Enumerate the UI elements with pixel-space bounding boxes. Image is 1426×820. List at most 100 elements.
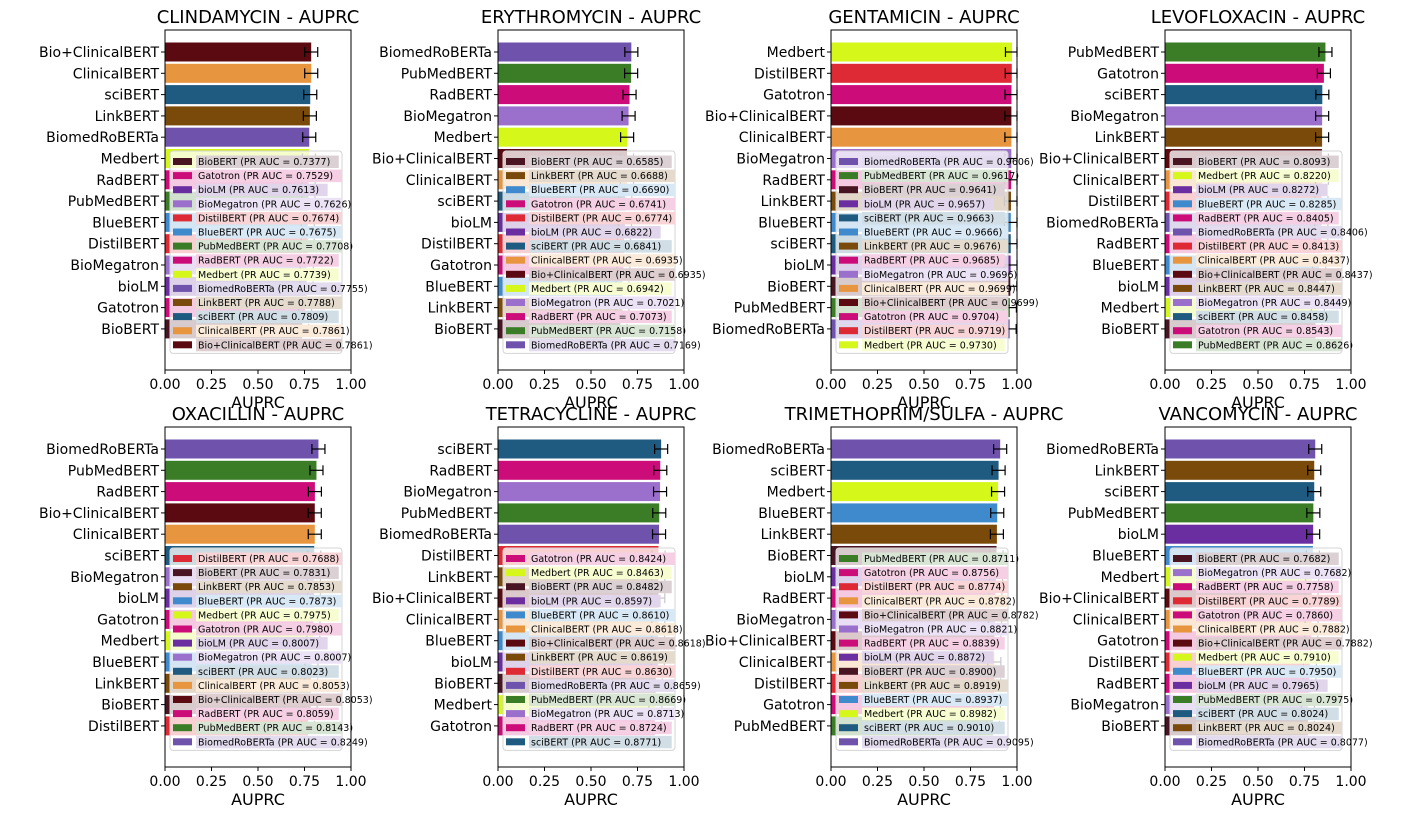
- legend-label-bg: [196, 735, 342, 749]
- legend-label-bg: [529, 197, 675, 211]
- legend-label: ClinicalBERT (PR AUC = 0.8437): [1198, 256, 1350, 267]
- legend-label: bioLM (PR AUC = 0.7613): [198, 185, 319, 196]
- bar-gatotron: [831, 85, 1012, 105]
- legend-swatch-biomegatron: [1173, 569, 1192, 577]
- y-tick-label: DistilBERT: [754, 676, 825, 692]
- legend-label: RadBERT (PR AUC = 0.7722): [198, 256, 334, 267]
- chart-panel-trimethoprim-sulfa: BiomedRoBERTa sciBERT Medbert BlueBERT LinkB…: [705, 404, 1063, 809]
- x-tick-label: 1.00: [1335, 377, 1366, 393]
- y-tick-label: BiomedRoBERTa: [1046, 442, 1159, 458]
- legend-label-bg: [862, 211, 1005, 225]
- y-tick-label: bioLM: [1118, 527, 1159, 543]
- legend-label: BiomedRoBERTa (PR AUC = 0.8249): [198, 737, 368, 748]
- legend-label: DistilBERT (PR AUC = 0.6774): [531, 213, 672, 224]
- x-tick-label: 0.00: [815, 377, 846, 393]
- legend-label-bg: [1196, 608, 1342, 622]
- y-tick-label: BlueBERT: [92, 655, 159, 671]
- legend-label-bg: [862, 623, 1008, 636]
- y-tick-label: DistilBERT: [421, 549, 492, 565]
- legend-label-bg: [196, 637, 328, 650]
- y-tick-label: ClinicalBERT: [1073, 612, 1160, 628]
- bar-biomedroberta: [831, 439, 1001, 459]
- legend-swatch-radbert: [506, 313, 525, 321]
- legend-swatch-clinicalbert: [506, 256, 525, 264]
- legend-label-bg: [196, 169, 342, 183]
- legend-label-bg: [862, 693, 1008, 706]
- legend-label-bg: [529, 721, 672, 735]
- y-tick-label: BioBERT: [101, 322, 159, 338]
- legend-swatch-pubmedbert: [173, 724, 192, 732]
- legend-swatch-gatotron: [506, 555, 525, 562]
- y-tick-label: BlueBERT: [758, 506, 825, 522]
- y-tick-label: PubMedBERT: [1068, 506, 1160, 522]
- legend-swatch-linkbert: [839, 681, 858, 689]
- bar-scibert: [498, 439, 662, 459]
- legend-label-bg: [1196, 211, 1339, 225]
- x-tick-label: 0.25: [1196, 377, 1227, 393]
- legend-label: Medbert (PR AUC = 0.7975): [198, 610, 331, 621]
- bar-linkbert: [831, 524, 997, 544]
- legend-label: RadBERT (PR AUC = 0.8059): [198, 709, 334, 720]
- chart-title: LEVOFLOXACIN - AUPRC: [1151, 7, 1365, 28]
- x-tick-label: 0.75: [955, 774, 986, 790]
- legend-label: ClinicalBERT (PR AUC = 0.7882): [1198, 625, 1350, 636]
- legend: BioBERT (PR AUC = 0.6585) LinkBERT (PR AU…: [502, 150, 706, 354]
- legend-label: Medbert (PR AUC = 0.9730): [864, 340, 997, 351]
- chart-panel-levofloxacin: PubMedBERT Gatotron sciBERT BioMegatron Link…: [1039, 7, 1373, 412]
- y-tick-label: BiomedRoBERTa: [712, 442, 825, 458]
- legend-label-bg: [529, 211, 675, 225]
- legend-label: BlueBERT (PR AUC = 0.7873): [198, 596, 336, 607]
- legend-label: Medbert (PR AUC = 0.6942): [531, 284, 664, 295]
- legend-swatch-bluebert: [1173, 200, 1192, 208]
- legend-label: LinkBERT (PR AUC = 0.8024): [1198, 723, 1335, 734]
- bar-pubmedbert: [1165, 42, 1326, 62]
- y-tick-label: BlueBERT: [758, 215, 825, 231]
- y-tick-label: BioMegatron: [736, 152, 825, 168]
- y-tick-label: PubMedBERT: [401, 66, 493, 82]
- y-tick-label: DistilBERT: [88, 719, 159, 735]
- x-tick-label: 0.50: [1242, 377, 1273, 393]
- y-tick-label: LinkBERT: [761, 194, 826, 210]
- legend-label-bg: [862, 552, 1008, 565]
- legend-swatch-radbert: [1173, 214, 1192, 222]
- legend-swatch-clinicalbert: [1173, 256, 1192, 264]
- bar-radbert: [498, 85, 630, 105]
- y-tick-label: Bio+ClinicalBERT: [39, 506, 159, 522]
- legend-label: Bio+ClinicalBERT (PR AUC = 0.8782): [864, 610, 1039, 621]
- legend-swatch-pubmedbert: [173, 242, 192, 250]
- legend-swatch-radbert: [839, 639, 858, 647]
- bar-pubmedbert: [165, 460, 317, 480]
- x-tick-label: 1.00: [668, 774, 699, 790]
- legend-swatch-linkbert: [506, 653, 525, 661]
- legend-label: sciBERT (PR AUC = 0.8458): [1198, 312, 1328, 323]
- legend-label: PubMedBERT (PR AUC = 0.7708): [198, 242, 353, 253]
- legend-label: BioMegatron (PR AUC = 0.7626): [198, 199, 351, 210]
- legend-label-bg: [862, 155, 1008, 168]
- y-tick-label: PubMedBERT: [68, 463, 160, 479]
- x-tick-label: 0.50: [908, 774, 939, 790]
- legend-label-bg: [529, 679, 675, 692]
- legend-label: PubMedBERT (PR AUC = 0.7158): [531, 326, 686, 337]
- legend-swatch-bluebert: [506, 611, 525, 619]
- legend-label: Gatotron (PR AUC = 0.7980): [198, 625, 333, 636]
- legend-label: DistilBERT (PR AUC = 0.8413): [1198, 242, 1339, 253]
- bar-scibert: [1165, 85, 1323, 105]
- y-tick-label: ClinicalBERT: [739, 130, 826, 146]
- chart-title: GENTAMICIN - AUPRC: [828, 7, 1019, 28]
- legend-label-bg: [529, 552, 675, 565]
- legend-label: BioMegatron (PR AUC = 0.8449): [1198, 298, 1351, 309]
- legend-label: BiomedRoBERTa (PR AUC = 0.8406): [1198, 228, 1368, 239]
- legend-label-bg: [862, 310, 1008, 324]
- legend-label-bg: [862, 580, 1008, 594]
- legend-swatch-bluebert: [173, 597, 192, 605]
- legend-swatch-distilbert: [173, 214, 192, 222]
- bar-biolm: [1165, 524, 1314, 544]
- legend-swatch-biolm: [839, 653, 858, 661]
- legend-label-bg: [196, 693, 342, 706]
- legend-swatch-medbert: [173, 270, 192, 278]
- y-tick-label: Bio+ClinicalBERT: [39, 45, 159, 61]
- x-tick-label: 0.75: [955, 377, 986, 393]
- bar-pubmedbert: [498, 63, 632, 83]
- x-tick-label: 0.00: [1149, 774, 1180, 790]
- legend-swatch-biomedroberta: [1173, 738, 1192, 746]
